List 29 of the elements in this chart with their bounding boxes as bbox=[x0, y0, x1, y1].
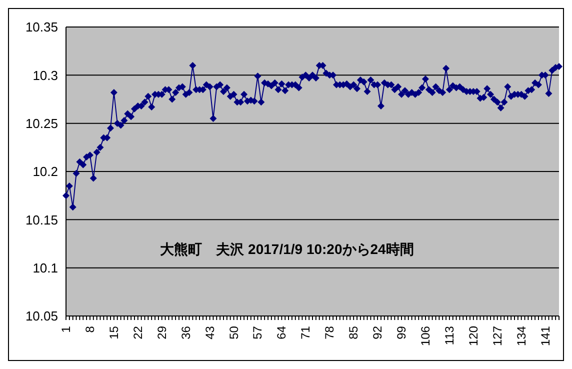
x-tick-label: 8 bbox=[82, 326, 97, 333]
x-tick-label: 15 bbox=[106, 326, 121, 340]
x-tick-label: 92 bbox=[370, 326, 385, 340]
x-tick-label: 99 bbox=[394, 326, 409, 340]
y-tick-label: 10.2 bbox=[32, 164, 58, 180]
y-tick-label: 10.05 bbox=[25, 308, 58, 324]
x-tick-label: 57 bbox=[250, 326, 265, 340]
x-tick-label: 127 bbox=[490, 326, 504, 346]
x-tick-label: 113 bbox=[442, 326, 456, 346]
x-tick-label: 36 bbox=[178, 326, 193, 340]
x-tick-label: 29 bbox=[154, 326, 169, 340]
x-tick-label: 85 bbox=[346, 326, 361, 340]
x-tick-label: 50 bbox=[226, 326, 241, 340]
y-tick-label: 10.25 bbox=[25, 116, 58, 131]
y-tick-label: 10.35 bbox=[25, 20, 58, 35]
x-tick-label: 64 bbox=[274, 326, 289, 340]
x-tick-label: 120 bbox=[466, 326, 480, 346]
x-tick-label: 71 bbox=[298, 326, 313, 340]
x-tick-label: 43 bbox=[202, 326, 217, 340]
x-tick-label: 106 bbox=[418, 326, 432, 346]
x-tick-label: 1 bbox=[59, 326, 73, 333]
y-tick-label: 10.3 bbox=[32, 68, 58, 83]
x-tick-label: 78 bbox=[322, 326, 337, 340]
x-tick-label: 134 bbox=[514, 326, 528, 346]
x-tick-label: 22 bbox=[130, 326, 145, 340]
x-tick-label: 141 bbox=[538, 326, 552, 346]
text: 大熊町 夫沢 2017/1/9 10:20から24時間 bbox=[159, 241, 415, 259]
y-tick-label: 10.15 bbox=[25, 212, 58, 228]
y-tick-label: 10.1 bbox=[32, 260, 58, 276]
